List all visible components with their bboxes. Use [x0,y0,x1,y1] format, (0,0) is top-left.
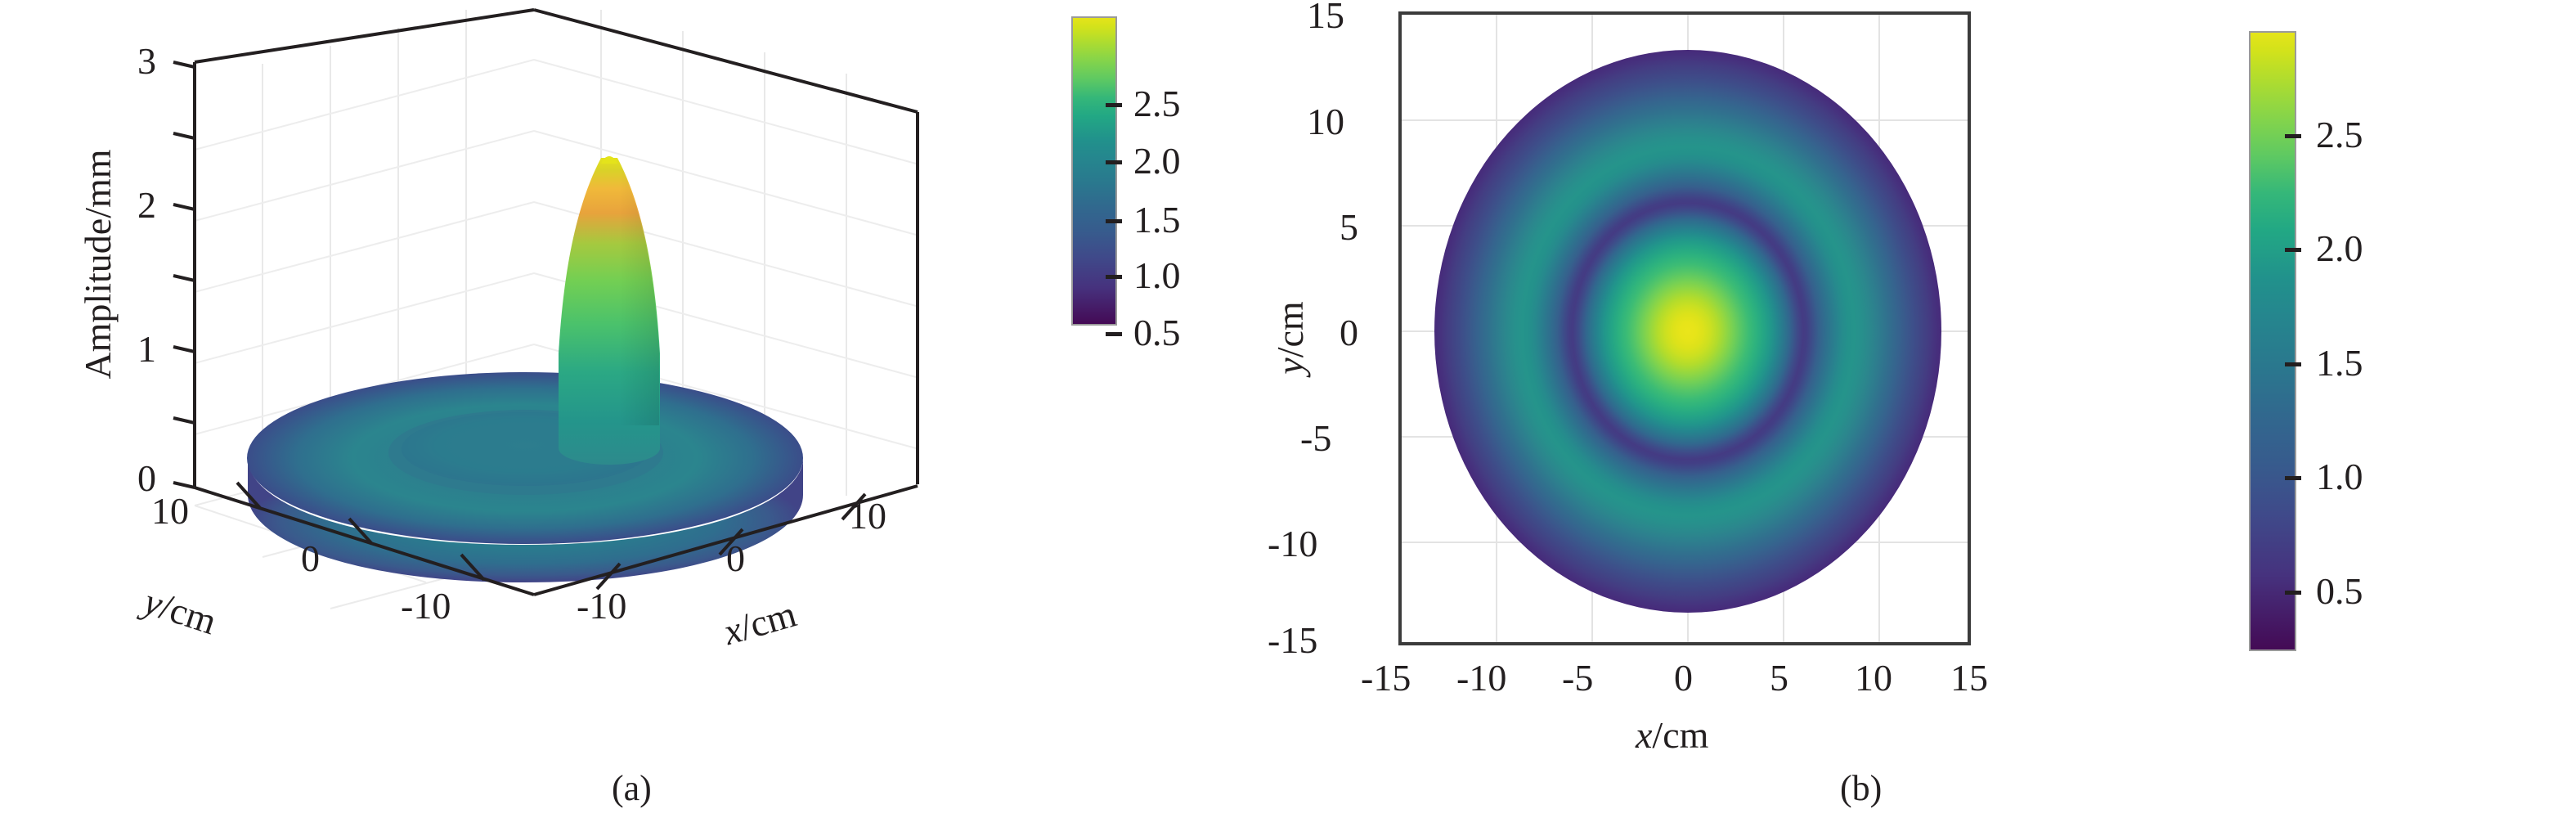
z-axis [173,61,196,489]
colorbar-b-tick-2.0 [2285,248,2301,252]
b-x-axis-label: x/cm [1636,717,1708,754]
b-x-tick-15: 15 [1950,657,1988,699]
colorbar-b-tick-1.5 [2285,362,2301,366]
colorbar-a-tick-2.5 [1106,103,1122,107]
b-y-tick-0: 0 [1340,312,1358,353]
heatmap-frame [1398,11,1971,645]
b-y-tick-5: 5 [1340,206,1358,248]
floor-axes [194,481,918,596]
panel-b-caption: (b) [1840,768,1883,808]
surface-plot-3d [173,8,919,609]
b-x-tick-m15: -15 [1361,657,1411,699]
b-x-tick-0: 0 [1674,657,1693,699]
surface-mesh [247,156,803,582]
colorbar-b-label-0.5: 0.5 [2316,570,2363,612]
colorbar-b-tick-0.5 [2285,591,2301,595]
colorbar-b-label-2.5: 2.5 [2316,114,2363,155]
colorbar-a-label-2.0: 2.0 [1133,140,1181,182]
heatmap-field [1434,50,1941,613]
b-y-tick-m5: -5 [1300,417,1332,459]
colorbar-a-label-1.5: 1.5 [1133,199,1181,240]
colorbar-a-label-1.0: 1.0 [1133,254,1181,296]
b-x-tick-m10: -10 [1456,657,1507,699]
z-axis-label: Amplitude/mm [77,149,119,380]
b-y-tick-10: 10 [1307,101,1344,142]
colorbar-b [2249,31,2296,651]
x-tick-10: 10 [849,495,886,537]
b-y-axis-unit: /cm [1269,301,1311,358]
y-tick-m10: -10 [401,585,451,627]
x-tick-m10: -10 [577,585,627,627]
colorbar-a-label-2.5: 2.5 [1133,83,1181,124]
panel-a-caption: (a) [612,768,652,808]
z-tick-0: 0 [137,457,156,499]
colorbar-a-tick-2.0 [1106,160,1122,164]
b-y-tick-15: 15 [1307,0,1344,36]
colorbar-b-tick-1.0 [2285,476,2301,480]
colorbar-b-label-1.5: 1.5 [2316,342,2363,384]
colorbar-a [1071,16,1117,326]
z-tick-3: 3 [137,40,156,82]
b-y-tick-m15: -15 [1268,619,1318,661]
colorbar-b-tick-2.5 [2285,134,2301,138]
y-tick-10: 10 [151,490,189,532]
b-x-tick-10: 10 [1855,657,1892,699]
z-tick-2: 2 [137,184,156,226]
x-tick-0: 0 [726,537,745,579]
b-x-tick-m5: -5 [1562,657,1594,699]
b-x-axis-unit: /cm [1652,714,1709,756]
colorbar-b-label-1.0: 1.0 [2316,456,2363,497]
b-y-axis-label: y/cm [1269,215,1311,461]
colorbar-a-tick-0.5 [1106,332,1122,336]
colorbar-b-label-2.0: 2.0 [2316,227,2363,269]
colorbar-a-tick-1.5 [1106,219,1122,223]
b-y-axis-var: y [1269,357,1311,375]
colorbar-a-tick-1.0 [1106,275,1122,279]
panel-b: 15 10 5 0 -5 -10 -15 y/cm -15 -10 -5 0 5… [1268,0,2576,818]
b-y-tick-m10: -10 [1268,523,1318,564]
z-tick-1: 1 [137,328,156,370]
b-x-axis-var: x [1636,714,1653,756]
panel-a: 3 2 1 0 Amplitude/mm 10 0 -10 y/cm -10 0… [0,0,1227,818]
colorbar-a-label-0.5: 0.5 [1133,312,1181,353]
y-tick-0: 0 [301,537,320,579]
b-x-tick-5: 5 [1770,657,1788,699]
